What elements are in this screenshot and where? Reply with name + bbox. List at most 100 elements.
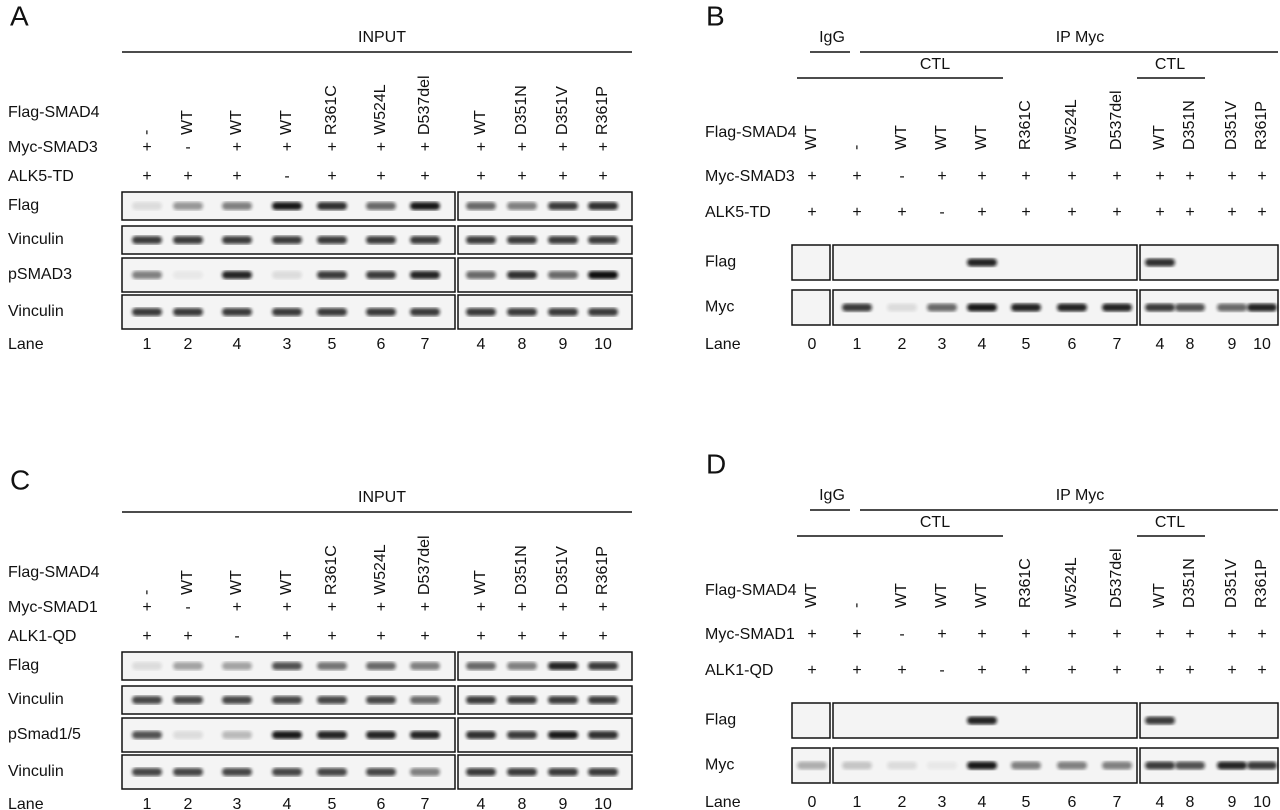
band [797,761,827,770]
condition-mark: + [1257,168,1266,185]
construct-label: W524L [372,84,389,135]
band [1011,761,1041,770]
lane-number: 5 [328,796,337,810]
construct-label: WT [278,570,295,595]
lane-number: 3 [233,796,242,810]
band [1247,303,1277,312]
condition-mark: + [558,168,567,185]
lane-number: 7 [1113,794,1122,810]
band [317,236,347,244]
condition-mark: + [517,139,526,156]
lane-label: Lane [705,336,741,353]
band [548,236,578,244]
construct-label: W524L [1063,557,1080,608]
condition-mark: + [598,139,607,156]
construct-label: - [848,603,865,608]
condition-mark: + [376,168,385,185]
condition-mark: + [977,662,986,679]
band [132,696,162,704]
construct-label: W524L [372,544,389,595]
panel: D IgG IP Myc CTL CTL Flag-SMAD4 WT - WT WT WT R361C… [705,448,1279,810]
blot-label: Myc [705,757,734,774]
band [317,202,347,210]
band [967,258,997,267]
band [548,696,578,704]
condition-mark: - [899,168,904,185]
band [173,202,203,210]
band [507,768,537,776]
condition-mark: + [852,626,861,643]
band [173,731,203,739]
lane-number: 7 [421,336,430,353]
construct-label: WT [228,110,245,135]
condition-mark: + [476,628,485,645]
lane-number: 4 [477,796,486,810]
lane-number: 5 [328,336,337,353]
construct-label: R361P [594,86,611,135]
band [222,731,252,739]
header-igg: IgG [819,487,845,504]
lane-number: 8 [1186,794,1195,810]
band [272,662,302,670]
blot-label: Flag [8,657,39,674]
band [466,236,496,244]
condition-mark: + [232,139,241,156]
condition-mark: + [376,139,385,156]
band [132,202,162,210]
construct-label: W524L [1063,99,1080,150]
band [1057,303,1087,312]
band [222,202,252,210]
band [132,271,162,279]
band [272,696,302,704]
band [272,236,302,244]
condition-mark: + [420,168,429,185]
header-ip: IP Myc [1056,487,1105,504]
condition-mark: - [284,168,289,185]
header-ctl: CTL [1155,514,1185,531]
construct-label: - [138,590,155,595]
construct-label: D351N [1181,100,1198,150]
construct-label: WT [803,583,820,608]
band [1102,303,1132,312]
row-label: Flag-SMAD4 [705,124,797,141]
lane-label: Lane [8,336,44,353]
condition-mark: + [1227,662,1236,679]
condition-mark: + [1067,662,1076,679]
band [588,696,618,704]
condition-mark: + [1185,168,1194,185]
condition-mark: + [1185,626,1194,643]
condition-mark: + [937,168,946,185]
construct-label: - [138,130,155,135]
condition-mark: + [1155,662,1164,679]
condition-mark: + [183,168,192,185]
condition-mark: + [142,599,151,616]
band [466,308,496,316]
condition-mark: + [1021,662,1030,679]
condition-mark: + [558,628,567,645]
band [173,271,203,279]
lane-number: 7 [1113,336,1122,353]
band [222,236,252,244]
band [222,662,252,670]
band [967,303,997,312]
blot-label: Myc [705,299,734,316]
band [222,768,252,776]
lane-number: 6 [1068,336,1077,353]
blot-frame [791,244,831,281]
band [548,768,578,776]
construct-label: WT [893,583,910,608]
lane-number: 5 [1022,794,1031,810]
lane-number: 7 [421,796,430,810]
construct-label: D351N [1181,558,1198,608]
condition-mark: + [558,139,567,156]
lane-label: Lane [705,794,741,810]
lane-number: 10 [1253,336,1271,353]
band [222,271,252,279]
header-ctl: CTL [1155,56,1185,73]
band [842,303,872,312]
band [927,761,957,770]
construct-label: D351V [554,86,571,135]
band [173,236,203,244]
condition-mark: + [476,139,485,156]
lane-number: 2 [898,336,907,353]
